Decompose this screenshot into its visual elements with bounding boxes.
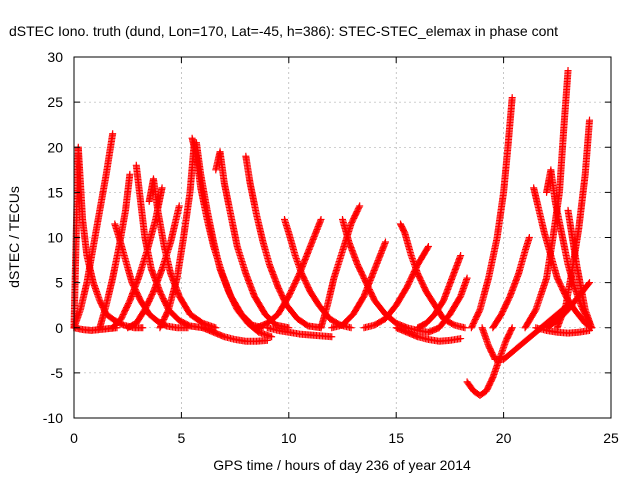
y-tick-label: -5 [51,365,64,381]
chart-title: dSTEC Iono. truth (dund, Lon=170, Lat=-4… [9,23,558,39]
x-tick-label: 20 [496,430,512,446]
series-13 [212,148,293,332]
data-point [109,130,117,138]
data-point [508,325,516,333]
data-point [424,244,432,252]
y-tick-label: 30 [47,49,63,65]
data-point [424,243,432,251]
series-19 [317,202,364,332]
data-point [585,280,593,288]
axis-ticks: 0 5 10 15 20 25 -10 -5 0 5 10 15 20 25 30 [43,49,619,446]
series-31 [530,184,596,332]
data-points [70,67,596,399]
data-point [317,215,325,223]
y-tick-label: -10 [43,410,63,426]
x-tick-label: 25 [603,430,619,446]
data-point [461,324,469,332]
series-16 [199,324,271,345]
series-26 [403,274,471,336]
data-point [126,170,134,178]
data-point [586,326,594,334]
data-point [328,333,336,341]
data-point [381,238,389,246]
data-point [457,335,465,343]
x-axis-label: GPS time / hours of day 236 of year 2014 [213,457,471,473]
y-tick-label: 25 [47,94,63,110]
series-22 [360,243,432,332]
series-18 [263,324,336,341]
data-point [463,274,471,282]
y-tick-label: 10 [47,230,63,246]
data-point [190,139,198,147]
series-9 [124,202,183,332]
y-tick-label: 5 [55,275,63,291]
data-point [586,279,594,287]
data-point [175,202,183,210]
data-point [347,324,355,332]
y-tick-label: 0 [55,320,63,336]
y-tick-label: 15 [47,184,63,200]
data-point [356,202,364,210]
series-5 [96,170,134,332]
series-17 [253,215,325,332]
series-37 [543,279,594,332]
series-33 [521,67,572,332]
data-point [525,234,533,241]
data-point [139,324,147,332]
data-point [355,203,363,211]
series-2 [70,130,117,332]
data-point [508,324,516,332]
data-point [268,333,276,341]
series-21 [328,238,389,332]
y-tick-label: 20 [47,139,63,155]
x-tick-label: 5 [178,430,186,446]
series-12 [156,139,198,332]
x-tick-label: 15 [388,430,404,446]
data-point [508,94,516,102]
data-point [564,67,572,75]
data-point [158,184,166,192]
data-point [586,116,594,124]
series-28 [467,94,516,332]
x-tick-label: 10 [281,430,297,446]
x-tick-label: 0 [70,430,78,446]
data-point [263,336,271,344]
series-35 [564,206,596,332]
series-8 [109,184,166,332]
data-point [457,252,465,260]
series-30 [489,234,533,332]
series-27 [463,324,516,399]
series-23 [396,220,469,332]
y-axis-label: dSTEC / TECUs [6,186,22,288]
